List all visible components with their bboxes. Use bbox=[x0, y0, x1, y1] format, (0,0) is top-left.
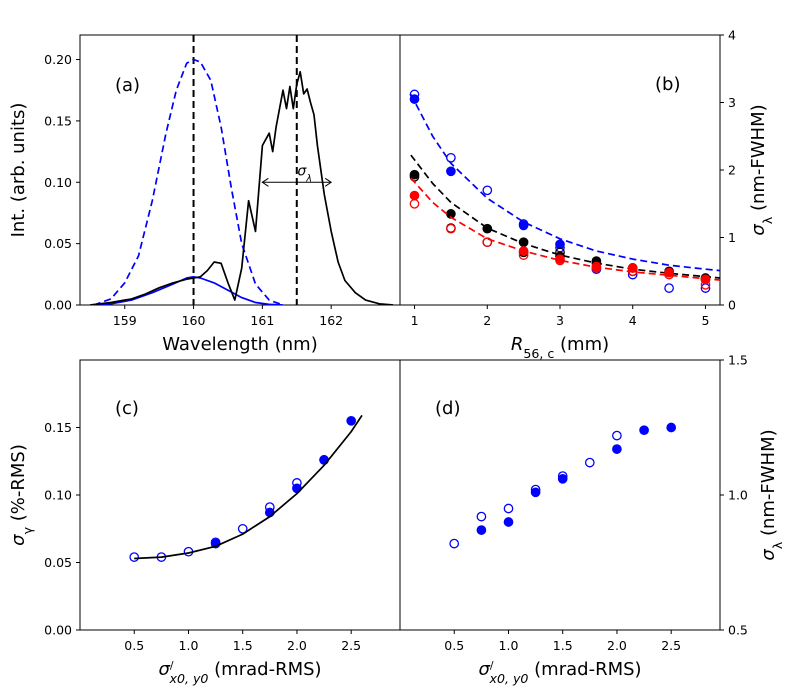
y-tick-label: 4 bbox=[728, 28, 736, 43]
data-point-blue-filled bbox=[530, 487, 541, 498]
panel-label: (d) bbox=[435, 398, 460, 419]
y-tick-label: 0.5 bbox=[728, 623, 748, 638]
y-axis-label: σλ (nm-FWHM) bbox=[758, 429, 785, 560]
data-point-blue-open bbox=[482, 185, 493, 196]
x-tick-label: 1.0 bbox=[499, 638, 519, 653]
data-point-blue-open bbox=[503, 503, 514, 514]
y-tick-label: 3 bbox=[728, 95, 736, 110]
y-tick-label: 1.0 bbox=[728, 488, 748, 503]
data-point-blue-open bbox=[292, 478, 302, 488]
data-point-blue-filled bbox=[666, 422, 677, 433]
x-tick-label: 0.5 bbox=[444, 638, 464, 653]
panel-a: 159 160 161 162 0.00 0.05 0.10 0.15 0.20 (a) Wavel… bbox=[8, 34, 401, 355]
data-point-blue-open bbox=[409, 89, 420, 100]
y-tick-label: 0.15 bbox=[44, 420, 72, 435]
series-line-black bbox=[90, 70, 394, 305]
y-tick-label: 1.5 bbox=[728, 353, 748, 368]
x-tick-label: 162 bbox=[319, 313, 343, 328]
x-tick-label: 5 bbox=[701, 313, 709, 328]
series-line-blue bbox=[410, 94, 720, 272]
data-point-red-open bbox=[700, 279, 711, 290]
series-line-red bbox=[410, 177, 720, 281]
data-point-blue-open bbox=[237, 523, 248, 534]
data-point-blue-filled bbox=[612, 444, 622, 454]
panel-label: (c) bbox=[115, 398, 139, 419]
x-axis-label: Wavelength (nm) bbox=[162, 334, 318, 355]
x-tick-label: 161 bbox=[250, 313, 274, 328]
panel-c: 0.5 1.0 1.5 2.0 2.5 0.00 0.05 0.10 0.15 (c) σ/x0, … bbox=[8, 359, 401, 686]
data-point-blue-filled bbox=[476, 525, 487, 535]
panel-d: 0.5 1.0 1.5 2.0 2.5 0.5 1.0 1.5 (d) σ/x0, y0 (mra… bbox=[399, 353, 785, 686]
y-tick-label: 0.10 bbox=[44, 175, 72, 190]
width-annotation: σλ bbox=[297, 163, 312, 184]
y-tick-label: 1 bbox=[728, 230, 736, 245]
y-axis-label: σγ (%-RMS) bbox=[8, 444, 35, 546]
x-tick-label: 1.5 bbox=[233, 638, 253, 653]
x-tick-label: 2 bbox=[483, 313, 491, 328]
data-point-blue-open bbox=[476, 511, 487, 522]
arrow-head-left bbox=[261, 177, 269, 187]
y-axis-label: Int. (arb. units) bbox=[8, 103, 29, 238]
arrow-head-right bbox=[324, 177, 333, 187]
plot-area bbox=[90, 35, 394, 305]
x-axis-label: σ/x0, y0 (mrad-RMS) bbox=[158, 659, 321, 686]
plot-area bbox=[409, 89, 720, 293]
y-tick-label: 0.00 bbox=[44, 623, 72, 638]
x-tick-label: 0.5 bbox=[124, 638, 144, 653]
series-line-black bbox=[134, 414, 363, 560]
data-point-blue-open bbox=[557, 471, 568, 481]
data-point-blue-filled bbox=[557, 473, 568, 484]
data-point-blue-filled bbox=[346, 415, 357, 426]
x-tick-label: 2.0 bbox=[607, 638, 627, 653]
x-tick-label: 1.5 bbox=[553, 638, 573, 653]
data-point-red-open bbox=[409, 198, 420, 209]
data-point-blue-open bbox=[264, 502, 275, 512]
x-tick-label: 160 bbox=[182, 313, 206, 328]
plot-area bbox=[449, 422, 677, 549]
data-point-red-open bbox=[591, 261, 602, 272]
data-point-blue-filled bbox=[446, 166, 456, 177]
panel-b: 1 2 3 4 5 0 1 2 3 4 (b) R56, c (mm) σλ (nm-FWHM) bbox=[399, 28, 775, 361]
series-line-blue bbox=[93, 58, 284, 305]
data-point-blue-open bbox=[530, 484, 541, 495]
data-point-blue-filled bbox=[503, 517, 514, 527]
x-axis-label: R56, c (mm) bbox=[511, 334, 609, 361]
data-point-blue-open bbox=[129, 552, 140, 562]
data-point-blue-open bbox=[664, 283, 674, 293]
panel-label: (b) bbox=[655, 74, 680, 95]
y-tick-label: 0.15 bbox=[44, 113, 72, 128]
y-tick-label: 0.00 bbox=[44, 298, 72, 313]
y-tick-label: 0.05 bbox=[44, 236, 72, 251]
x-tick-label: 2.0 bbox=[287, 638, 307, 653]
y-axis-label: σλ (nm-FWHM) bbox=[748, 104, 775, 235]
x-tick-label: 2.5 bbox=[341, 638, 361, 653]
data-point-red-open bbox=[446, 223, 456, 234]
x-tick-label: 3 bbox=[556, 313, 564, 328]
y-tick-label: 0 bbox=[728, 298, 736, 313]
y-tick-label: 2 bbox=[728, 163, 736, 178]
x-tick-label: 159 bbox=[113, 313, 137, 328]
x-axis-label: σ/x0, y0 (mrad-RMS) bbox=[478, 659, 641, 686]
y-tick-label: 0.20 bbox=[44, 52, 72, 67]
data-point-red-filled bbox=[409, 190, 420, 201]
data-point-blue-open bbox=[612, 430, 622, 441]
y-tick-label: 0.10 bbox=[44, 488, 72, 503]
y-tick-label: 0.05 bbox=[44, 555, 72, 570]
x-tick-label: 4 bbox=[629, 313, 637, 328]
data-point-blue-open bbox=[584, 457, 595, 468]
x-tick-label: 1.0 bbox=[179, 638, 199, 653]
x-tick-label: 2.5 bbox=[661, 638, 681, 653]
x-tick-label: 1 bbox=[411, 313, 419, 328]
series-line-black bbox=[410, 154, 720, 279]
data-point-blue-open bbox=[449, 538, 460, 549]
panel-label: (a) bbox=[115, 75, 140, 96]
data-point-red-open bbox=[482, 237, 493, 248]
data-point-blue-filled bbox=[639, 425, 649, 436]
data-point-blue-open bbox=[446, 152, 456, 163]
plot-area bbox=[129, 414, 363, 562]
